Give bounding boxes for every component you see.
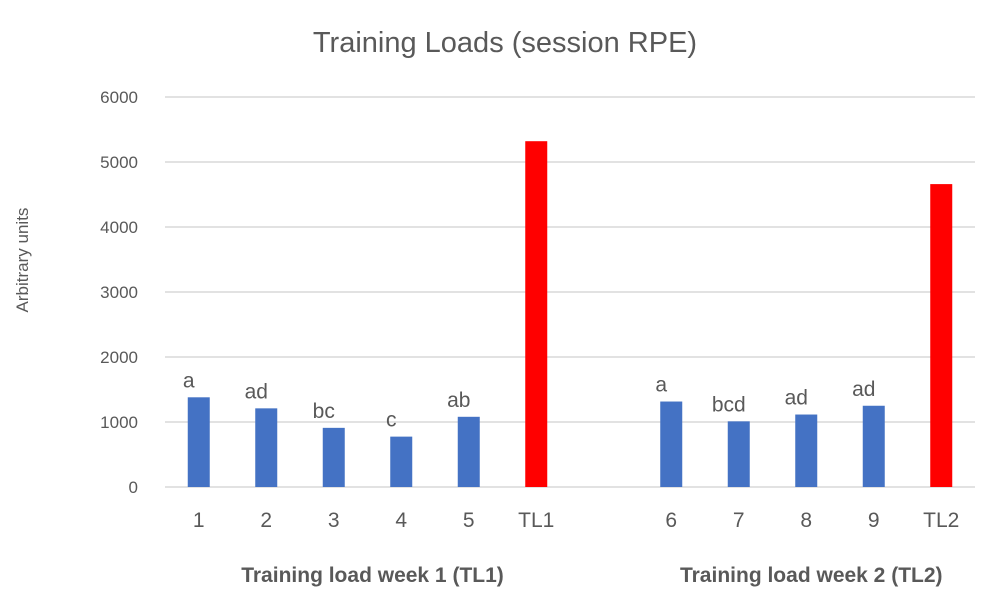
chart-title: Training Loads (session RPE) — [313, 27, 697, 59]
y-tick-label: 2000 — [100, 348, 138, 367]
y-tick-label: 3000 — [100, 283, 138, 302]
bar-1 — [187, 397, 210, 487]
x-tick-label: TL1 — [518, 509, 554, 532]
significance-label: bcd — [712, 393, 746, 416]
bar-TL2 — [930, 184, 953, 487]
significance-label: ad — [785, 387, 808, 410]
y-tick-label: 4000 — [100, 218, 138, 237]
x-tick-label: 4 — [395, 509, 407, 532]
y-tick-label: 6000 — [100, 88, 138, 107]
bar-TL1 — [525, 141, 548, 487]
significance-label: bc — [313, 400, 335, 423]
significance-label: ad — [852, 378, 875, 401]
x-tick-label: 7 — [733, 509, 745, 532]
y-axis-label: Arbitrary units — [13, 208, 32, 313]
x-tick-label: 2 — [260, 509, 272, 532]
bar-5 — [457, 416, 480, 487]
bar-7 — [727, 421, 750, 487]
bar-9 — [862, 405, 885, 487]
significance-label: a — [183, 369, 195, 392]
x-tick-label: 8 — [800, 509, 812, 532]
bar-4 — [390, 436, 413, 487]
significance-label: ad — [245, 380, 268, 403]
bar-2 — [255, 408, 278, 487]
x-tick-label: 6 — [665, 509, 677, 532]
y-tick-label: 5000 — [100, 153, 138, 172]
significance-label: ab — [447, 389, 470, 412]
x-tick-label: TL2 — [923, 509, 959, 532]
group-label: Training load week 2 (TL2) — [680, 564, 943, 587]
bar-3 — [322, 427, 345, 487]
group-label: Training load week 1 (TL1) — [241, 564, 504, 587]
significance-label: c — [386, 409, 397, 432]
x-tick-label: 1 — [193, 509, 205, 532]
x-tick-label: 5 — [463, 509, 475, 532]
bar-6 — [660, 401, 683, 487]
x-tick-label: 9 — [868, 509, 880, 532]
significance-label: a — [655, 374, 667, 397]
y-tick-label: 0 — [129, 478, 138, 497]
x-tick-label: 3 — [328, 509, 340, 532]
bar-8 — [795, 414, 818, 487]
y-tick-label: 1000 — [100, 413, 138, 432]
